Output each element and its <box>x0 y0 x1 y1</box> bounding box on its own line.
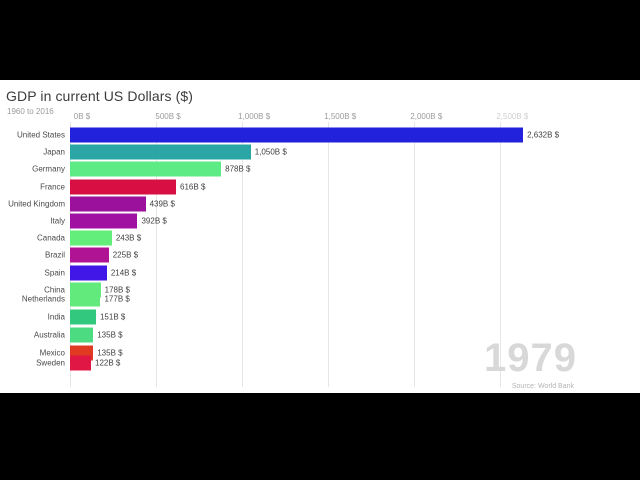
bar-value-label: 225B $ <box>112 250 139 260</box>
bar <box>70 196 146 212</box>
bar <box>70 247 109 263</box>
bar-category-label: Brazil <box>44 250 65 260</box>
letterbox-bottom <box>0 393 640 480</box>
chart-title: GDP in current US Dollars ($) <box>6 88 194 104</box>
bar-value-label: 2,632B $ <box>527 130 560 140</box>
bar-chart-plot: 0B $ 500B $ 1,000B $ 1,500B $ 2,000B $ 2,500B… <box>0 80 640 393</box>
gridline <box>156 122 158 387</box>
bar-value-label: 878B $ <box>225 164 251 174</box>
bar <box>70 265 107 281</box>
gridline <box>242 122 244 387</box>
bar-value-label: 392B $ <box>141 216 167 226</box>
bar-category-label: Spain <box>44 268 65 278</box>
bar-value-label: 151B $ <box>99 312 126 322</box>
bar-category-label: United Kingdom <box>8 199 65 209</box>
bar <box>70 213 138 229</box>
letterbox-top <box>0 0 640 80</box>
bar-category-label: Netherlands <box>21 294 65 304</box>
x-tick-label: 500B $ <box>155 112 181 121</box>
bar <box>70 309 96 325</box>
bar <box>70 179 177 195</box>
bar-category-label: United States <box>16 130 65 140</box>
year-label: 1979 <box>484 336 577 380</box>
bar-category-label: Australia <box>33 330 65 340</box>
bar-category-label: Sweden <box>36 358 65 368</box>
bar <box>70 355 91 371</box>
x-tick-label: 2,000B $ <box>410 112 443 121</box>
bar <box>70 127 524 143</box>
bar-category-label: Italy <box>50 216 65 226</box>
x-tick-label: 2,500B $ <box>496 112 529 121</box>
chart-subtitle: 1960 to 2016 <box>7 107 54 116</box>
bar-value-label: 214B $ <box>110 268 137 278</box>
bar-value-label: 178B $ <box>104 285 130 295</box>
gridline <box>500 122 502 387</box>
x-tick-label: 0B $ <box>73 112 91 121</box>
bar-category-label: Canada <box>36 233 65 243</box>
bar-category-label: Germany <box>32 164 65 174</box>
chart-stage: GDP in current US Dollars ($) 1960 to 20… <box>0 80 640 393</box>
bar <box>70 161 222 177</box>
bar-value-label: 135B $ <box>97 330 123 340</box>
gridline <box>328 122 330 387</box>
bar <box>70 291 101 307</box>
source-label: Source: World Bank <box>511 383 574 390</box>
bar-value-label: 122B $ <box>95 358 121 368</box>
bar-value-label: 1,050B $ <box>254 147 287 157</box>
bar <box>70 230 112 246</box>
gridline <box>414 122 416 387</box>
bar-category-label: India <box>47 312 65 322</box>
x-tick-label: 1,000B $ <box>238 112 271 121</box>
bar-category-label: Mexico <box>39 348 65 358</box>
bar <box>70 144 251 160</box>
x-tick-label: 1,500B $ <box>324 112 357 121</box>
bar-category-label: France <box>40 182 65 192</box>
bar-value-label: 135B $ <box>97 348 123 358</box>
bar-value-label: 439B $ <box>149 199 175 209</box>
bar-value-label: 616B $ <box>180 182 206 192</box>
bar <box>70 327 94 343</box>
bar-value-label: 243B $ <box>115 233 142 243</box>
bar-value-label: 177B $ <box>104 294 130 304</box>
bar-category-label: China <box>44 285 65 295</box>
bar-category-label: Japan <box>43 147 65 157</box>
